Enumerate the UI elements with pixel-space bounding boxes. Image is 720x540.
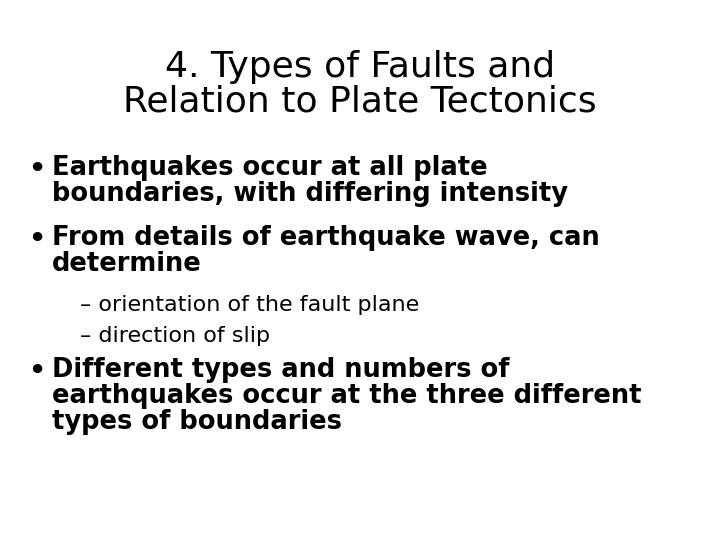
Text: boundaries, with differing intensity: boundaries, with differing intensity	[52, 181, 568, 207]
Text: – direction of slip: – direction of slip	[80, 326, 270, 346]
Text: – orientation of the fault plane: – orientation of the fault plane	[80, 295, 419, 315]
Text: •: •	[28, 359, 45, 385]
Text: Earthquakes occur at all plate: Earthquakes occur at all plate	[52, 155, 487, 181]
Text: •: •	[28, 157, 45, 183]
Text: types of boundaries: types of boundaries	[52, 409, 342, 435]
Text: Relation to Plate Tectonics: Relation to Plate Tectonics	[123, 85, 597, 119]
Text: earthquakes occur at the three different: earthquakes occur at the three different	[52, 383, 642, 409]
Text: determine: determine	[52, 251, 202, 277]
Text: •: •	[28, 227, 45, 253]
Text: Different types and numbers of: Different types and numbers of	[52, 357, 510, 383]
Text: From details of earthquake wave, can: From details of earthquake wave, can	[52, 225, 600, 251]
Text: 4. Types of Faults and: 4. Types of Faults and	[165, 50, 555, 84]
